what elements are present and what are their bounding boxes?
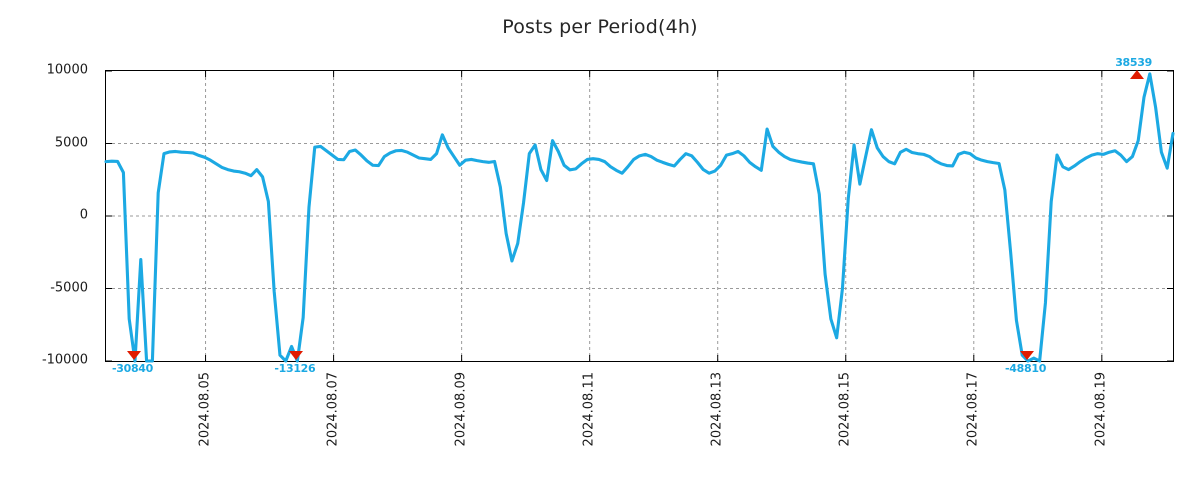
x-axis-tick-label: 2024.08.09 [453,372,469,447]
axis-ticks [106,70,1173,362]
y-axis-tick-label: 5000 [54,135,88,150]
x-axis-tick-label: 2024.08.11 [581,372,597,447]
y-axis-tick-label: 10000 [46,62,88,78]
x-axis-tick-label: 2024.08.15 [837,372,853,447]
page-title: Posts per Period(4h) [502,16,698,38]
annotation-value-label: -13126 [274,362,316,375]
triangle-icon [1130,70,1145,79]
x-axis-tick-label: 2024.08.05 [197,372,213,447]
data-series-line [104,72,1175,363]
plot-svg [104,70,1175,363]
x-axis-tick-label: 2024.08.13 [709,372,725,447]
y-axis-tick-label: -5000 [50,280,88,295]
x-axis-tick-label: 2024.08.07 [325,372,341,447]
y-axis-tick-label: 0 [79,207,88,223]
plot-area [104,70,1175,363]
triangle-icon [1020,351,1035,360]
annotation-value-label: -30840 [111,362,154,375]
annotation-value-label: 38539 [1115,56,1152,69]
annotation-value-label: -48810 [1005,362,1047,375]
x-axis-tick-label: 2024.08.19 [1093,372,1109,447]
x-axis-tick-label: 2024.08.17 [965,372,981,447]
triangle-icon [126,351,141,360]
y-axis-tick-label: -10000 [41,352,88,368]
gridlines [106,71,1173,361]
triangle-icon [289,351,304,360]
